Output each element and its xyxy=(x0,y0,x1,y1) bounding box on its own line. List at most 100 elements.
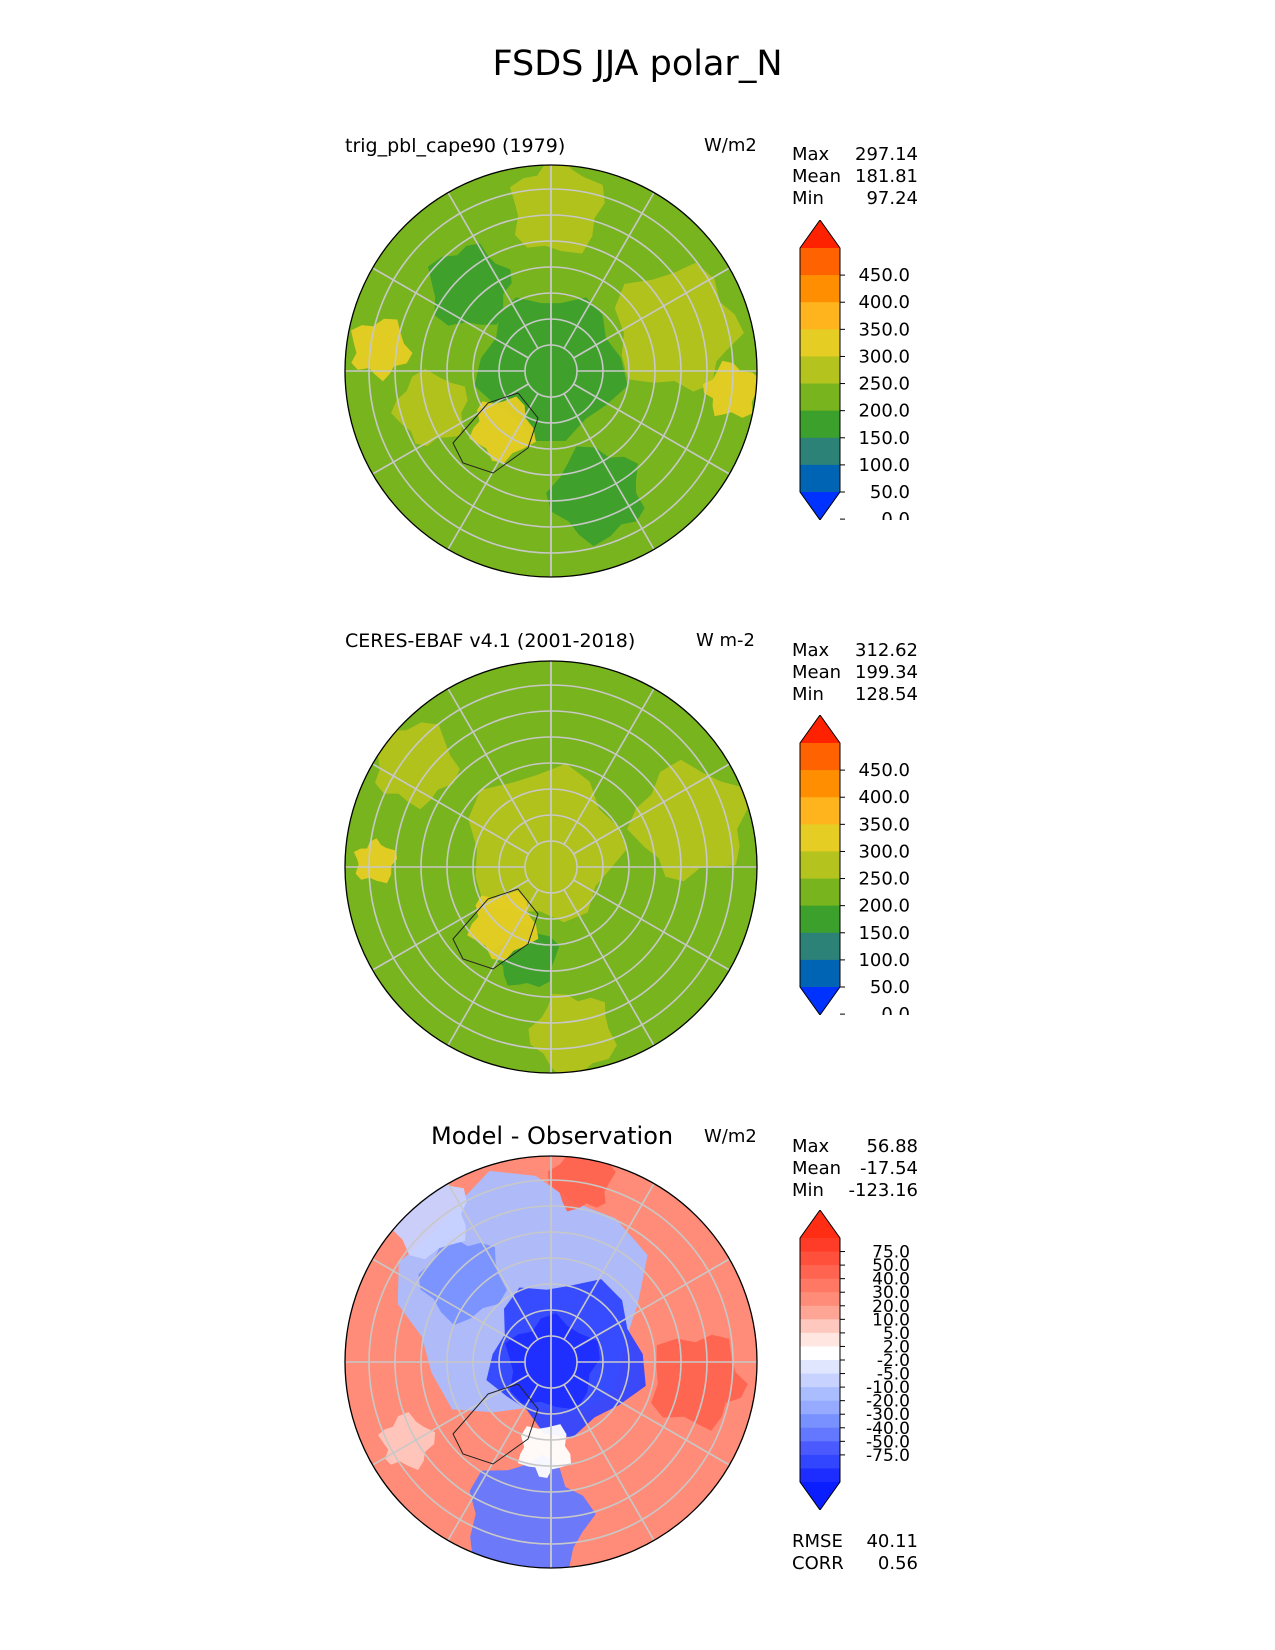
colorbar-segment xyxy=(800,248,840,276)
colorbar-extend-max xyxy=(800,1210,840,1238)
colorbar-tick-label: 0.0 xyxy=(881,1004,910,1015)
colorbar-tick-label: -30.0 xyxy=(866,1405,910,1425)
field-patch xyxy=(378,1412,436,1470)
colorbar-extend-max xyxy=(800,220,840,248)
colorbar-segment xyxy=(800,1468,840,1483)
stat-label: Mean xyxy=(792,662,842,683)
field-patch xyxy=(627,759,748,882)
panel-2-title: CERES-EBAF v4.1 (2001-2018) xyxy=(345,630,636,652)
colorbar-tick-label: -5.0 xyxy=(877,1365,910,1385)
colorbar-segment xyxy=(800,329,840,357)
map-field xyxy=(345,661,757,1073)
stat-label: Mean xyxy=(792,1158,842,1179)
longitude-line xyxy=(573,267,730,359)
colorbar-segment xyxy=(800,743,840,771)
longitude-line xyxy=(447,1183,539,1340)
stat-value: 97.24 xyxy=(866,188,918,209)
colorbar-tick-label: 350.0 xyxy=(858,814,910,835)
colorbar-segment xyxy=(800,1292,840,1307)
longitude-line xyxy=(563,1183,655,1340)
colorbar-segment xyxy=(800,275,840,303)
coastline xyxy=(452,392,539,474)
colorbar-tick-label: 40.0 xyxy=(872,1270,910,1290)
longitude-line xyxy=(563,192,655,349)
coastline xyxy=(452,1383,539,1465)
longitude-line xyxy=(447,393,539,550)
colorbar-tick-label: 300.0 xyxy=(858,346,910,367)
colorbar-segment xyxy=(800,302,840,330)
field-patch xyxy=(418,1238,507,1326)
field-patch xyxy=(546,446,645,547)
colorbar-segment xyxy=(800,905,840,934)
longitude-line xyxy=(573,763,730,855)
colorbar-tick-label: 10.0 xyxy=(872,1310,910,1330)
panel-3-units: W/m2 xyxy=(704,1126,757,1147)
stat-value: 56.88 xyxy=(866,1136,918,1157)
colorbar-segment xyxy=(800,824,840,852)
colorbar-segment xyxy=(800,1346,840,1361)
colorbar-tick-label: 50.0 xyxy=(870,482,910,503)
field-patch xyxy=(614,262,744,392)
stat-label: Max xyxy=(792,640,830,661)
colorbar-segment xyxy=(800,932,840,961)
colorbar-tick-label: 450.0 xyxy=(858,265,910,286)
colorbar-tick-label: 100.0 xyxy=(858,950,910,971)
field-patch xyxy=(469,1454,596,1568)
colorbar-tick-label: -20.0 xyxy=(866,1392,910,1412)
map-field xyxy=(345,165,757,577)
field-patch xyxy=(351,318,413,382)
colorbar-segment xyxy=(800,851,840,880)
longitude-line xyxy=(563,688,655,845)
map-boundary xyxy=(344,1155,758,1569)
panel-1-stats: Max 297.14 Mean 181.81 Min 97.24 xyxy=(792,144,918,210)
panel-3-polar-map xyxy=(344,1155,758,1569)
panel-2-units: W m-2 xyxy=(696,630,756,651)
colorbar-segment xyxy=(800,1400,840,1415)
panel-1-title: trig_pbl_cape90 (1979) xyxy=(345,135,566,157)
colorbar-segment xyxy=(800,464,840,493)
colorbar-segment xyxy=(800,1251,840,1266)
stat-value: 199.34 xyxy=(855,662,918,683)
colorbar-segment xyxy=(800,1373,840,1388)
colorbar-segment xyxy=(800,1427,840,1442)
colorbar-tick-label: 400.0 xyxy=(858,292,910,313)
colorbar-extend-min xyxy=(800,1482,840,1510)
longitude-line xyxy=(447,1384,539,1541)
panel-2-stats: Max 312.62 Mean 199.34 Min 128.54 xyxy=(792,640,918,706)
colorbar-tick-label: 50.0 xyxy=(872,1256,910,1276)
longitude-line xyxy=(372,879,529,971)
stat-value: -17.54 xyxy=(859,1158,918,1179)
colorbar-tick-label: 100.0 xyxy=(858,455,910,476)
panel-2-polar-map xyxy=(344,660,758,1074)
stat-value: 181.81 xyxy=(855,166,918,187)
colorbar-segment xyxy=(800,959,840,988)
longitude-line xyxy=(573,1374,730,1466)
colorbar-tick-label: 200.0 xyxy=(858,896,910,917)
colorbar-segment xyxy=(800,878,840,907)
longitude-line xyxy=(563,889,655,1046)
colorbar-tick-label: 5.0 xyxy=(883,1324,910,1344)
colorbar-extend-min xyxy=(800,492,840,520)
stat-value: 0.56 xyxy=(877,1553,918,1574)
colorbar-tick-label: -75.0 xyxy=(866,1446,910,1466)
stat-label: Max xyxy=(792,144,830,165)
colorbar-tick-label: 20.0 xyxy=(872,1297,910,1317)
panel-2-colorbar: 450.0 400.0 350.0 300.0 250.0 200.0 150.0 100.0… xyxy=(799,715,910,1015)
stat-label: CORR xyxy=(792,1553,844,1574)
panel-3-title: Model - Observation xyxy=(431,1122,674,1150)
colorbar-tick-label: -2.0 xyxy=(877,1351,910,1371)
longitude-line xyxy=(372,1258,529,1350)
colorbar-tick-label: 150.0 xyxy=(858,923,910,944)
colorbar-tick-label: 30.0 xyxy=(872,1283,910,1303)
stat-label: RMSE xyxy=(792,1531,843,1552)
colorbar-extend-max xyxy=(800,715,840,743)
colorbar-segment xyxy=(800,1360,840,1375)
colorbar-tick-label: 2.0 xyxy=(883,1337,910,1357)
colorbar-tick-label: 150.0 xyxy=(858,428,910,449)
colorbar-tick-label: 200.0 xyxy=(858,401,910,422)
longitude-line xyxy=(372,1374,529,1466)
longitude-line xyxy=(573,383,730,475)
stat-value: 297.14 xyxy=(855,144,918,165)
panel-3-colorbar: 75.050.040.030.020.010.05.02.0-2.0-5.0-1… xyxy=(799,1210,910,1510)
colorbar-segment xyxy=(800,437,840,466)
